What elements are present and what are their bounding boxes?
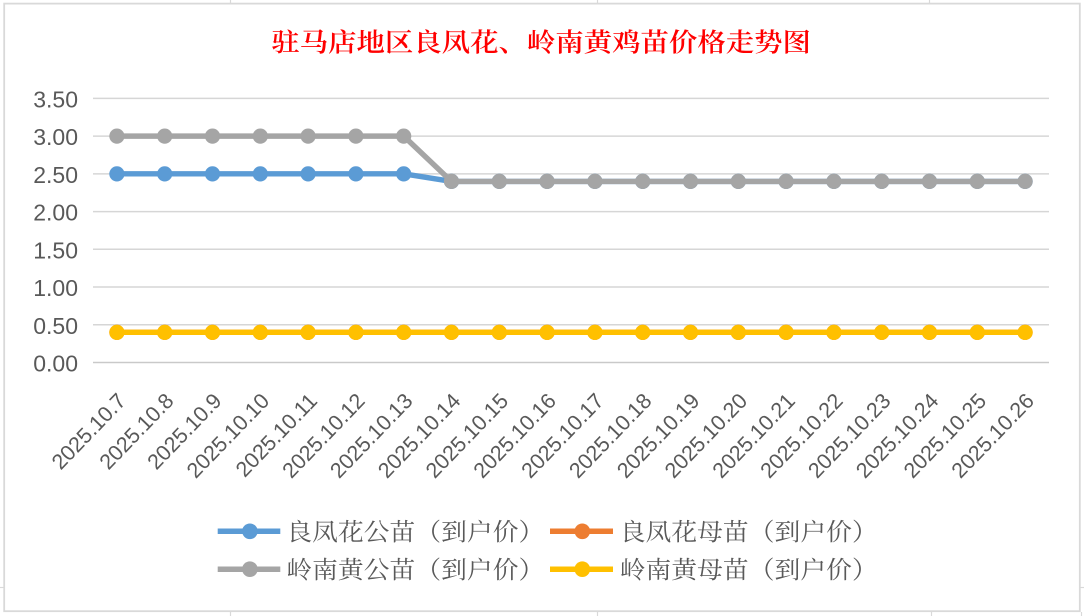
svg-text:2.00: 2.00 [33, 200, 78, 226]
svg-text:1.00: 1.00 [33, 275, 78, 301]
svg-text:0.00: 0.00 [33, 351, 78, 377]
svg-text:1.50: 1.50 [33, 237, 78, 263]
svg-text:0.50: 0.50 [33, 313, 78, 339]
svg-text:3.50: 3.50 [33, 86, 78, 112]
svg-text:2.50: 2.50 [33, 162, 78, 188]
svg-text:3.00: 3.00 [33, 124, 78, 150]
